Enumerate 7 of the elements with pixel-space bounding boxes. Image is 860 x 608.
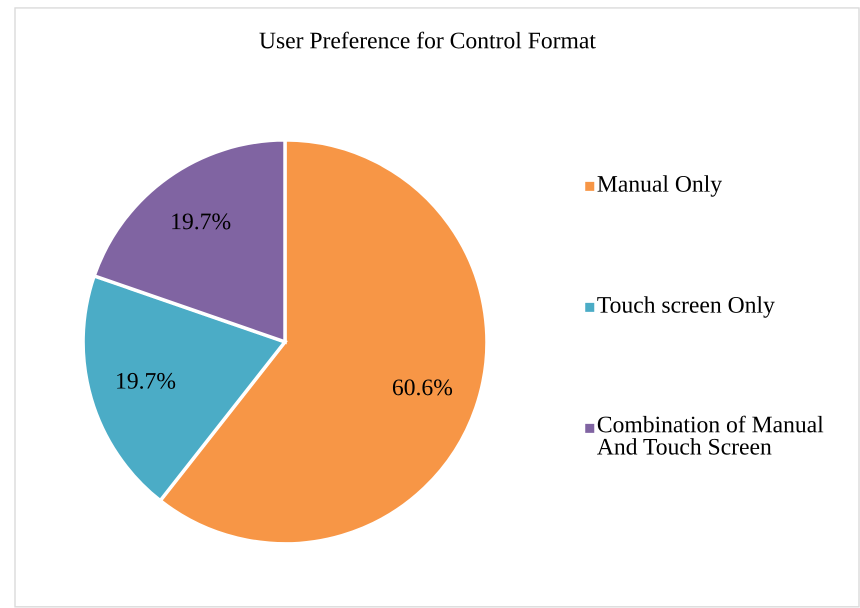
- data-label: 19.7%: [172, 213, 230, 230]
- chart-title: User Preference for Control Format: [259, 32, 596, 48]
- data-label: 60.6%: [392, 379, 452, 396]
- data-label: 19.7%: [117, 372, 176, 389]
- legend-label: Combination of Manual And Touch Screen: [597, 416, 824, 455]
- legend-label: Manual Only: [598, 175, 722, 197]
- legend-label: Touch screen Only: [597, 296, 775, 318]
